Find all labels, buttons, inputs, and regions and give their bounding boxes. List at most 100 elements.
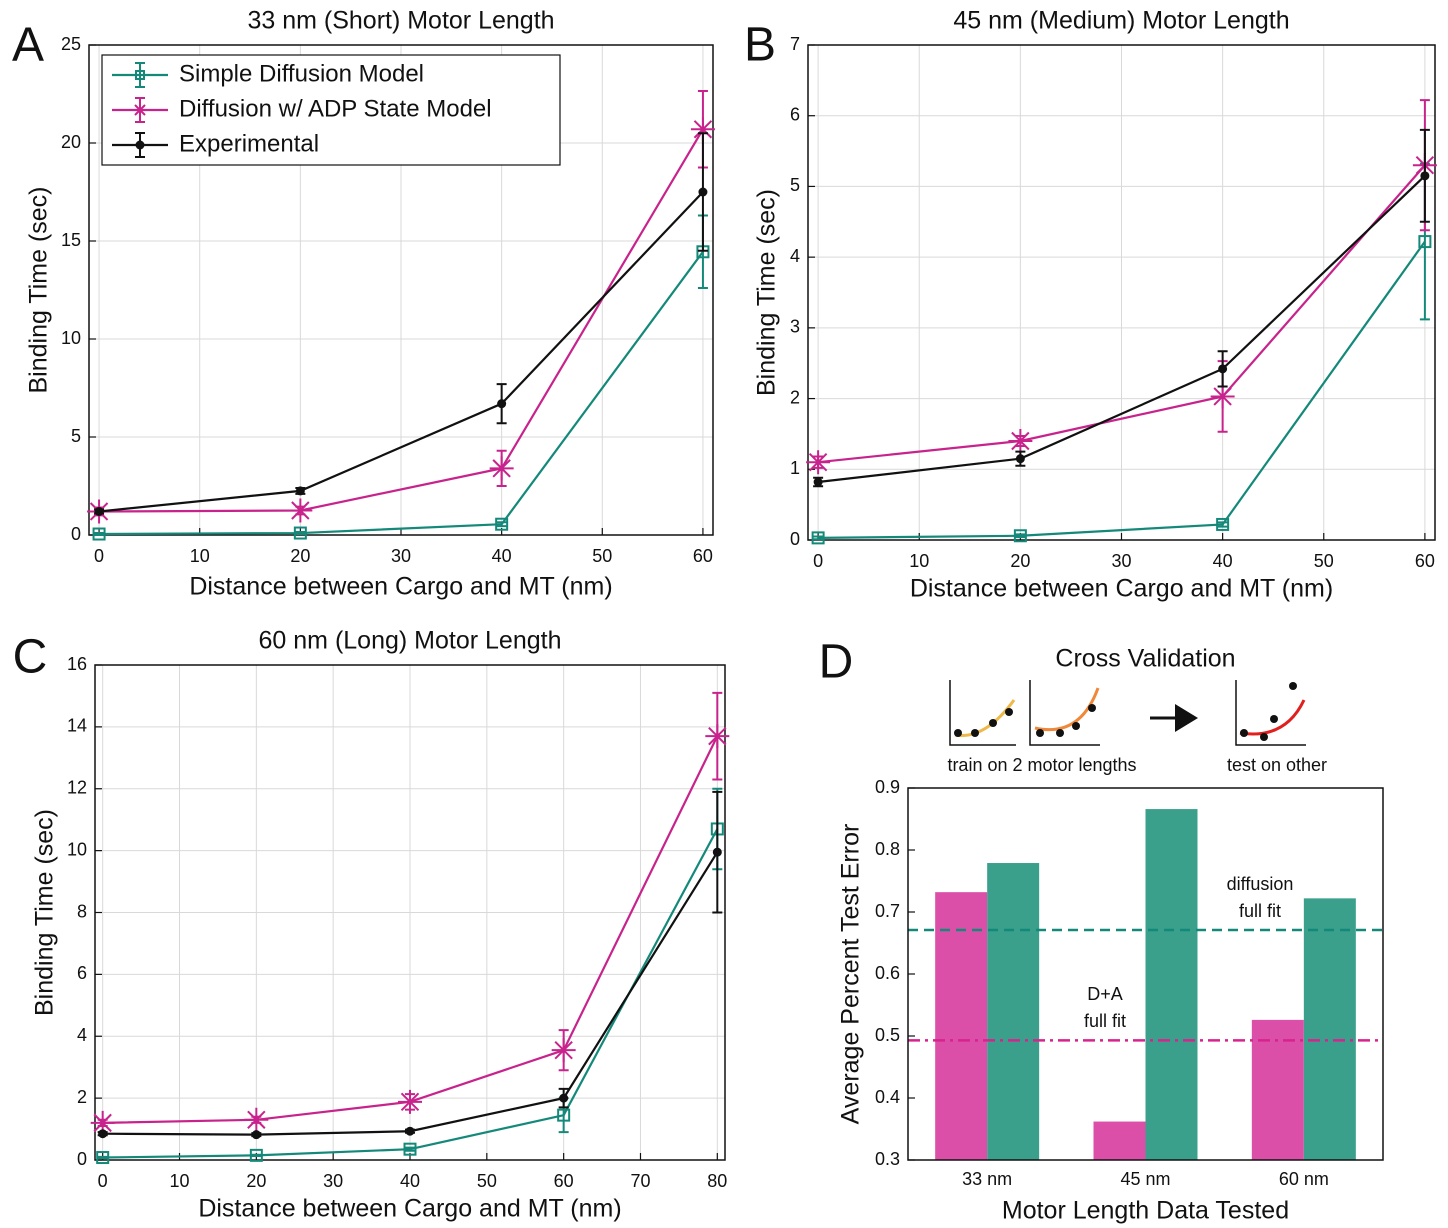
icon-axes xyxy=(1235,680,1306,746)
y-tick-label: 0.8 xyxy=(875,839,900,859)
y-tick-label: 14 xyxy=(67,716,87,736)
marker xyxy=(403,1142,417,1156)
marker xyxy=(251,1130,261,1140)
error-bar xyxy=(1217,521,1228,528)
marker xyxy=(249,1148,263,1162)
series-line xyxy=(817,175,1426,484)
panel-letter: C xyxy=(13,631,48,684)
panel-letter: B xyxy=(744,19,776,72)
x-tick-label: 70 xyxy=(630,1171,650,1191)
x-tick-label: 60 xyxy=(1415,551,1435,571)
panel-letter: D xyxy=(819,636,854,689)
marker xyxy=(705,724,730,749)
x-axis-label: Distance between Cargo and MT (nm) xyxy=(189,573,612,601)
icon-axes xyxy=(1029,680,1100,746)
marker xyxy=(90,1110,115,1135)
icon-axes xyxy=(949,680,1016,746)
y-tick-label: 4 xyxy=(77,1025,87,1045)
y-tick-label: 16 xyxy=(67,654,87,674)
marker xyxy=(98,1129,108,1139)
legend-marker xyxy=(135,140,145,150)
marker xyxy=(1418,235,1432,249)
chart-title: 33 nm (Short) Motor Length xyxy=(247,7,554,35)
x-tick-label: 40 xyxy=(492,546,512,566)
y-tick-label: 0.4 xyxy=(875,1087,900,1107)
marker xyxy=(295,486,305,496)
bar xyxy=(935,892,988,1160)
marker xyxy=(698,187,708,197)
x-tick-label: 20 xyxy=(1010,551,1030,571)
marker xyxy=(497,399,507,409)
icon-points xyxy=(954,708,1013,737)
series-line xyxy=(817,164,1426,464)
x-tick-label: 60 xyxy=(693,546,713,566)
bar xyxy=(1303,898,1356,1160)
legend-errorbar xyxy=(135,62,145,88)
legend-label: Simple Diffusion Model xyxy=(179,60,424,87)
y-tick-label: 0.7 xyxy=(875,901,900,921)
x-tick-label: 40 xyxy=(400,1171,420,1191)
x-tick-label: 50 xyxy=(592,546,612,566)
error-bar xyxy=(813,535,824,541)
y-axis-label: Average Percent Test Error xyxy=(837,824,865,1125)
legend-marker xyxy=(135,70,145,80)
marker xyxy=(551,1038,576,1063)
x-axis-label: Distance between Cargo and MT (nm) xyxy=(910,575,1333,603)
x-tick-label: 20 xyxy=(290,546,310,566)
cross-validation-icons xyxy=(949,680,1306,746)
x-tick-label: 50 xyxy=(477,1171,497,1191)
legend-box xyxy=(101,54,561,166)
marker xyxy=(690,117,715,142)
y-tick-label: 7 xyxy=(790,34,800,54)
reference-label: full fit xyxy=(1084,1011,1126,1031)
train-label: train on 2 motor lengths xyxy=(947,755,1136,775)
series xyxy=(97,790,723,1140)
marker xyxy=(96,1151,110,1165)
x-tick-label: 0 xyxy=(813,551,823,571)
series xyxy=(90,691,730,1135)
plot-frame xyxy=(907,787,1384,1161)
error-bar xyxy=(97,1155,108,1160)
x-tick-label: 20 xyxy=(246,1171,266,1191)
x-tick-label: 30 xyxy=(323,1171,343,1191)
y-tick-label: 12 xyxy=(67,778,87,798)
y-tick-label: 1 xyxy=(790,458,800,478)
x-tick-label: 10 xyxy=(190,546,210,566)
arrow-head xyxy=(1175,704,1198,732)
test-label: test on other xyxy=(1227,755,1327,775)
series-line xyxy=(98,191,704,513)
y-axis-label: Binding Time (sec) xyxy=(25,186,53,393)
x-axis-label: Motor Length Data Tested xyxy=(1002,1197,1289,1225)
y-tick-label: 25 xyxy=(61,34,81,54)
icon-points xyxy=(1240,682,1297,741)
y-tick-label: 5 xyxy=(790,175,800,195)
y-tick-label: 3 xyxy=(790,317,800,337)
error-bar xyxy=(405,1146,415,1152)
marker xyxy=(811,531,825,545)
marker xyxy=(1218,364,1228,374)
marker xyxy=(244,1107,269,1132)
marker xyxy=(94,506,104,516)
marker xyxy=(559,1093,569,1103)
error-bar xyxy=(295,531,306,536)
x-tick-label: 10 xyxy=(169,1171,189,1191)
y-tick-label: 0.6 xyxy=(875,963,900,983)
y-tick-label: 0.3 xyxy=(875,1149,900,1169)
y-tick-label: 10 xyxy=(67,839,87,859)
y-tick-label: 4 xyxy=(790,246,800,266)
x-tick-label: 10 xyxy=(909,551,929,571)
marker xyxy=(1013,529,1027,543)
y-tick-label: 0 xyxy=(71,524,81,544)
bar xyxy=(1093,1121,1146,1160)
series xyxy=(94,132,708,516)
bar xyxy=(987,863,1040,1160)
y-tick-label: 6 xyxy=(790,104,800,124)
bar xyxy=(1145,809,1198,1160)
x-tick-label: 60 xyxy=(554,1171,574,1191)
marker xyxy=(1210,384,1235,409)
marker xyxy=(1015,454,1025,464)
reference-label: D+A xyxy=(1087,984,1123,1004)
x-tick-label: 30 xyxy=(1111,551,1131,571)
y-tick-label: 5 xyxy=(71,426,81,446)
marker xyxy=(1420,171,1430,181)
